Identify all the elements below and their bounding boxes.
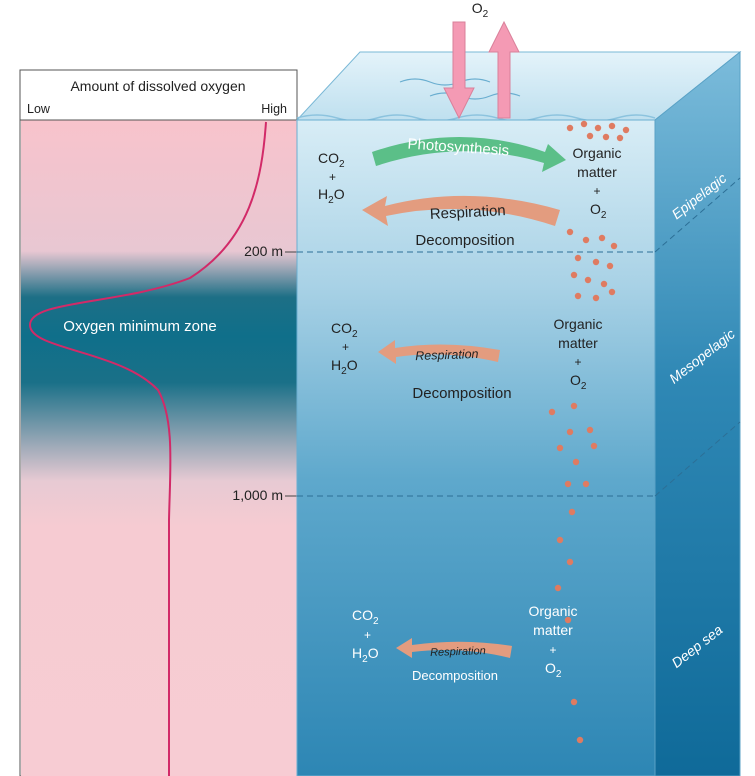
o2-exchange: O2 [443, 0, 520, 120]
respiration-arrow-2 [378, 340, 500, 364]
organic-particle [610, 242, 618, 250]
organic-particle [574, 254, 582, 262]
decomposition-label-3: Decomposition [412, 668, 498, 683]
mesopelagic-processes: Respiration Decomposition CO2 + H2O Orga… [331, 316, 603, 402]
respiration-arrow-1 [362, 195, 560, 226]
organic-particle [622, 126, 630, 134]
organic-particle [586, 426, 594, 434]
co2-label-3: CO2 [352, 607, 379, 627]
decomposition-label-2: Decomposition [412, 385, 511, 402]
decomposition-label-1: Decomposition [415, 232, 514, 249]
axis-low-label: Low [27, 102, 51, 116]
organic-particle [576, 736, 584, 744]
organic-particle [594, 124, 602, 132]
organic-particle [572, 458, 580, 466]
organic-particle [568, 508, 576, 516]
chart-title: Amount of dissolved oxygen [70, 78, 245, 94]
organic-particle [582, 236, 590, 244]
organic-particle [608, 288, 616, 296]
organic-particle [570, 271, 578, 279]
o2-label-2: O2 [570, 372, 587, 392]
organic-particle [592, 258, 600, 266]
respiration-arrow-3 [396, 638, 512, 658]
oxygen-panel: Amount of dissolved oxygen Low High Oxyg… [19, 69, 298, 776]
respiration-label-2: Respiration [415, 347, 479, 363]
deep-sea-processes: Respiration Decomposition CO2 + H2O Orga… [352, 603, 578, 683]
organic-particle [566, 228, 574, 236]
respiration-label-1: Respiration [429, 202, 506, 223]
organic-particle [590, 442, 598, 450]
co2-label-2: CO2 [331, 320, 358, 340]
plus-4: + [574, 355, 581, 369]
water-side [654, 50, 741, 776]
organic-particle [584, 276, 592, 284]
organic-particle [602, 133, 610, 141]
organic-particle [554, 584, 562, 592]
axis-high-label: High [261, 102, 287, 116]
o2-down-arrow [443, 21, 475, 120]
h2o-label-1: H2O [318, 186, 345, 206]
organic-particle [564, 616, 572, 624]
panel-gradient [21, 120, 297, 776]
organic-particle [566, 558, 574, 566]
organic-particle [616, 134, 624, 142]
matter-label-3: matter [533, 622, 573, 638]
co2-label-1: CO2 [318, 150, 345, 170]
organic-label-3: Organic [528, 603, 577, 619]
matter-label-1: matter [577, 164, 617, 180]
oxygen-minimum-zone-label: Oxygen minimum zone [63, 318, 216, 335]
organic-particle [566, 428, 574, 436]
organic-particle [582, 480, 590, 488]
organic-particles [548, 120, 630, 744]
matter-label-2: matter [558, 335, 598, 351]
plus-5: + [364, 628, 371, 642]
organic-particle [598, 234, 606, 242]
organic-label-1: Organic [572, 145, 621, 161]
organic-particle [592, 294, 600, 302]
organic-particle [606, 262, 614, 270]
organic-particle [574, 292, 582, 300]
organic-particle [548, 408, 556, 416]
o2-up-arrow [488, 20, 520, 119]
organic-label-2: Organic [553, 316, 602, 332]
organic-particle [570, 698, 578, 706]
depth-200-label: 200 m [244, 243, 283, 259]
organic-particle [608, 122, 616, 130]
o2-top-label: O2 [472, 0, 489, 20]
organic-particle [586, 132, 594, 140]
organic-particle [564, 480, 572, 488]
h2o-label-3: H2O [352, 645, 379, 665]
plus-1: + [329, 170, 336, 184]
organic-particle [600, 280, 608, 288]
h2o-label-2: H2O [331, 357, 358, 377]
photosynthesis-arrow [372, 137, 566, 172]
o2-label-3: O2 [545, 660, 562, 680]
organic-particle [580, 120, 588, 128]
oxygen-curve [28, 121, 267, 776]
organic-particle [556, 444, 564, 452]
plus-6: + [549, 643, 556, 657]
organic-particle [570, 402, 578, 410]
organic-particle [566, 124, 574, 132]
plus-3: + [342, 340, 349, 354]
organic-particle [556, 536, 564, 544]
depth-1000-label: 1,000 m [232, 487, 283, 503]
o2-label-1: O2 [590, 201, 607, 221]
respiration-label-3: Respiration [430, 645, 486, 659]
ocean-block: Epipelagic Mesopelagic Deep sea [295, 50, 742, 776]
plus-2: + [593, 184, 600, 198]
